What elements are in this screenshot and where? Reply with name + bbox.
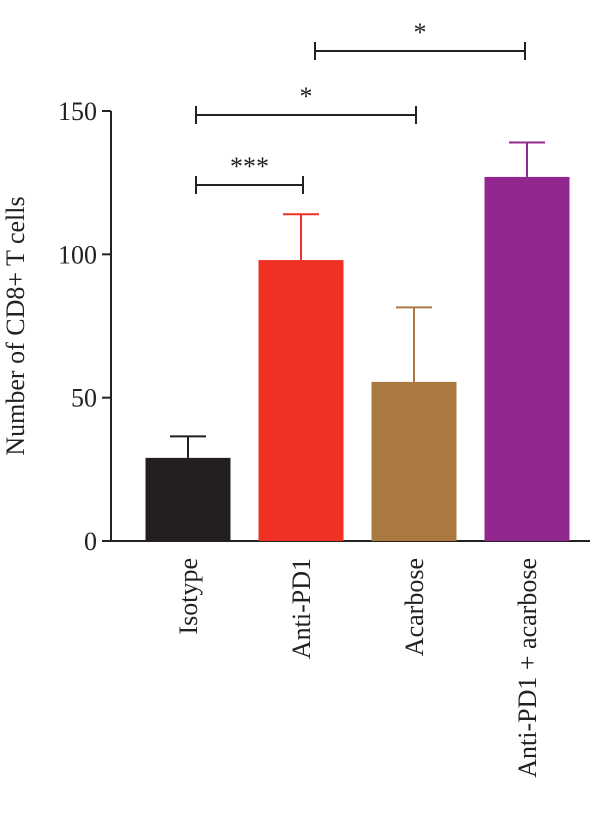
significance-label: *** <box>230 152 269 181</box>
bracket-line <box>195 106 417 124</box>
significance-label: * <box>414 18 427 47</box>
y-tick-label: 100 <box>58 240 97 269</box>
bar <box>258 260 344 541</box>
x-category-label: Anti-PD1 <box>287 558 316 659</box>
y-tick-label: 50 <box>71 384 97 413</box>
bars <box>145 176 570 541</box>
y-tick-label: 150 <box>58 97 97 126</box>
error-bar <box>396 306 432 382</box>
x-category-label: Isotype <box>174 558 203 635</box>
error-bar <box>170 435 206 458</box>
bar <box>371 381 457 541</box>
significance-brackets: ***** <box>195 18 526 194</box>
category-labels: Isotype Anti-PD1 Acarbose Anti-PD1 + acarbo… <box>174 558 542 778</box>
error-bar <box>509 141 545 177</box>
bracket-line <box>195 176 304 194</box>
significance-label: * <box>300 82 313 111</box>
bracket-line <box>314 42 526 60</box>
bar <box>484 176 570 541</box>
bar <box>145 457 231 541</box>
error-bar <box>283 213 319 261</box>
y-ticks: 0 50 100 150 <box>58 97 111 556</box>
x-category-label: Acarbose <box>400 558 429 656</box>
significance-bracket: * <box>314 18 526 60</box>
x-category-label: Anti-PD1 + acarbose <box>513 558 542 778</box>
y-tick-label: 0 <box>84 527 97 556</box>
significance-bracket: *** <box>195 152 304 194</box>
error-bars <box>170 141 545 458</box>
y-axis-label: Number of CD8+ T cells <box>1 196 30 455</box>
significance-bracket: * <box>195 82 417 124</box>
